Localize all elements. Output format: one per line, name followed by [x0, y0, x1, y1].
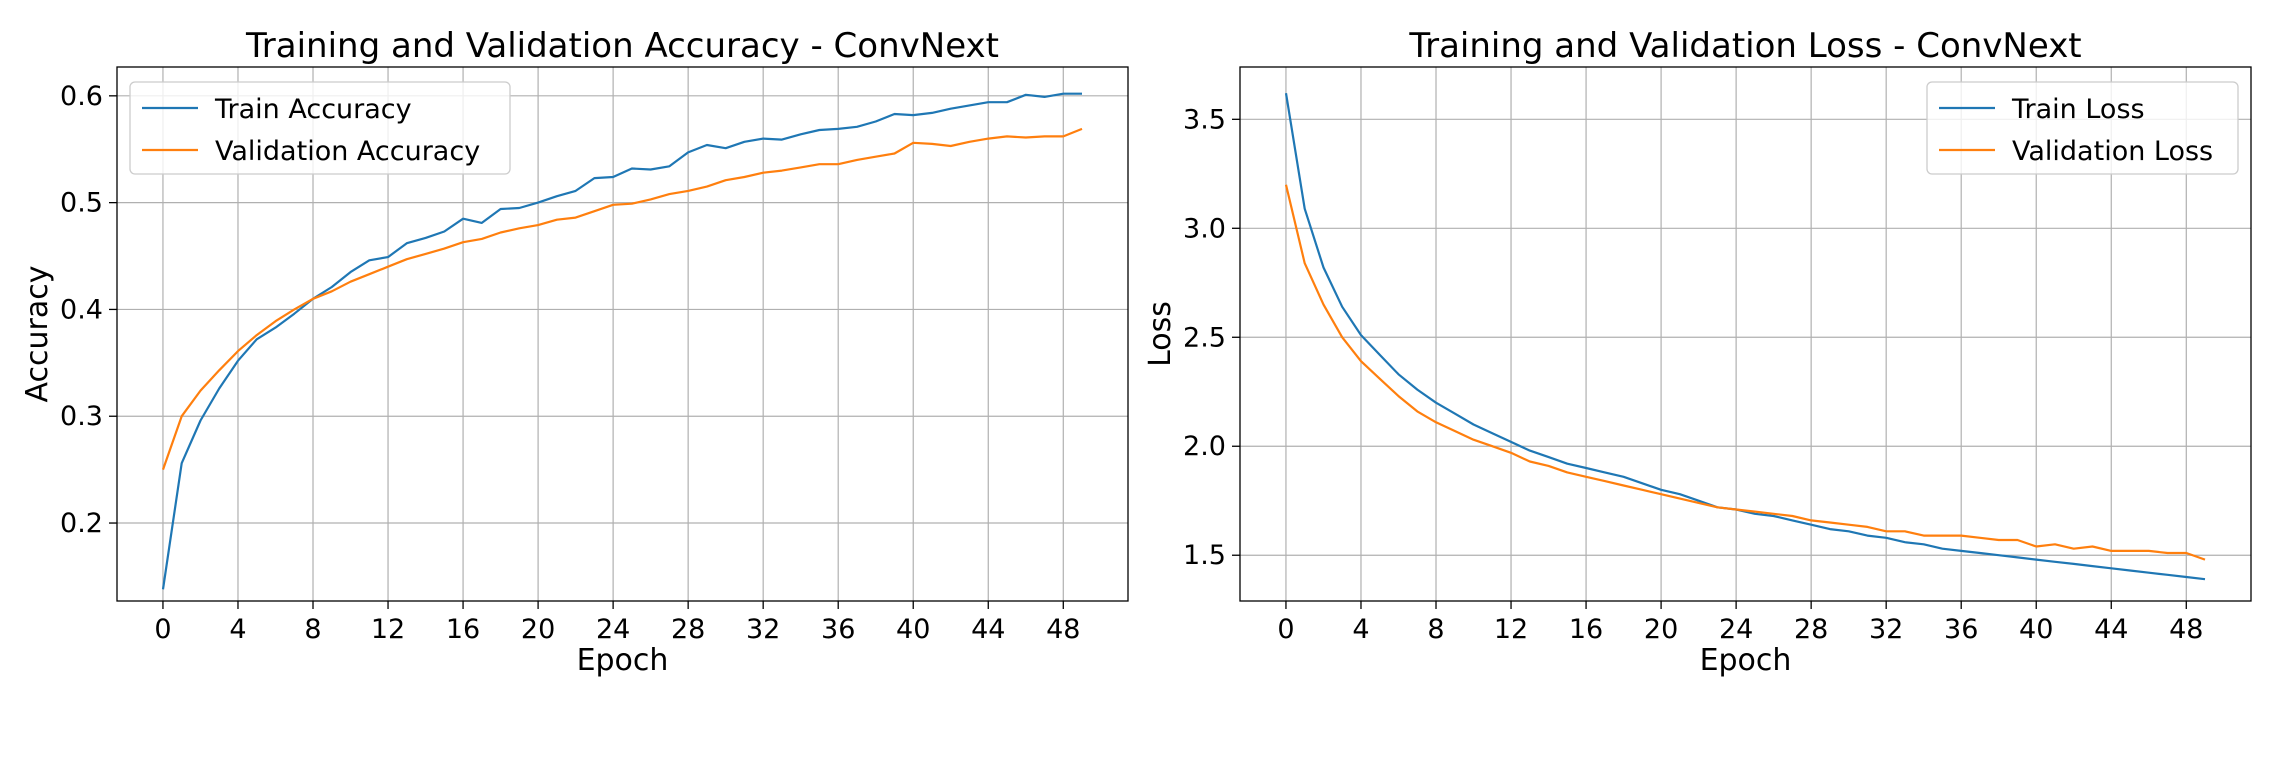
legend-box — [1926, 81, 2239, 175]
legend-label: Train Accuracy — [214, 94, 412, 125]
legend-label: Validation Loss — [2012, 136, 2213, 167]
legend-label: Validation Accuracy — [215, 136, 480, 167]
y-tick-label: 1.5 — [1183, 540, 1226, 571]
x-tick-label: 40 — [2019, 614, 2053, 645]
x-tick-label: 28 — [1794, 614, 1828, 645]
y-axis-label: Loss — [1143, 301, 1178, 367]
plot-frame — [116, 66, 1129, 602]
x-tick-label: 20 — [1644, 614, 1678, 645]
x-tick-label: 16 — [1569, 614, 1603, 645]
x-tick-label: 40 — [896, 614, 930, 645]
x-tick-label: 48 — [2169, 614, 2203, 645]
x-tick-label: 20 — [521, 614, 555, 645]
legend-label: Train Loss — [2011, 94, 2145, 125]
x-tick-label: 0 — [1277, 614, 1294, 645]
x-tick-label: 28 — [671, 614, 705, 645]
x-tick-label: 24 — [596, 614, 630, 645]
y-tick-label: 3.5 — [1183, 104, 1226, 135]
x-tick-label: 48 — [1046, 614, 1080, 645]
x-tick-label: 44 — [971, 614, 1005, 645]
x-tick-label: 12 — [371, 614, 405, 645]
chart-title: Training and Validation Accuracy - ConvN… — [245, 26, 999, 66]
series-line-1 — [161, 127, 1083, 470]
x-axis-label: Epoch — [577, 643, 669, 678]
y-tick-label: 2.5 — [1183, 322, 1226, 353]
x-tick-label: 4 — [1352, 614, 1369, 645]
x-tick-label: 12 — [1494, 614, 1528, 645]
plot-frame — [1239, 66, 2252, 602]
x-tick-label: 8 — [304, 614, 321, 645]
legend: Train Accuracy Validation Accuracy — [129, 81, 511, 175]
x-tick-label: 24 — [1719, 614, 1753, 645]
x-axis-label: Epoch — [1700, 643, 1792, 678]
x-tick-label: 44 — [2094, 614, 2128, 645]
x-tick-label: 0 — [154, 614, 171, 645]
y-tick-label: 0.4 — [60, 294, 103, 325]
x-tick-label: 32 — [1869, 614, 1903, 645]
legend-box — [129, 81, 511, 175]
chart-title: Training and Validation Loss - ConvNext — [1408, 26, 2081, 66]
y-tick-label: 2.0 — [1183, 431, 1226, 462]
x-tick-label: 36 — [821, 614, 855, 645]
x-tick-label: 4 — [229, 614, 246, 645]
y-tick-label: 0.5 — [60, 188, 103, 219]
y-axis-label: Accuracy — [20, 266, 55, 403]
y-tick-label: 3.0 — [1183, 213, 1226, 244]
y-tick-label: 0.3 — [60, 401, 103, 432]
chart-0: 0 4 8 12 16 20 24 28 32 36 40 44 480.20.30.40.50.6Tr… — [20, 26, 1129, 678]
x-tick-label: 16 — [446, 614, 480, 645]
x-tick-label: 36 — [1944, 614, 1978, 645]
x-tick-label: 8 — [1427, 614, 1444, 645]
x-tick-label: 32 — [746, 614, 780, 645]
y-tick-label: 0.2 — [60, 508, 103, 539]
series-line-1 — [1284, 184, 2206, 561]
chart-1: 0 4 8 12 16 20 24 28 32 36 40 44 481.52.02.53.03.5Tr… — [1143, 26, 2252, 678]
legend: Train Loss Validation Loss — [1926, 81, 2239, 175]
y-tick-label: 0.6 — [60, 81, 103, 112]
